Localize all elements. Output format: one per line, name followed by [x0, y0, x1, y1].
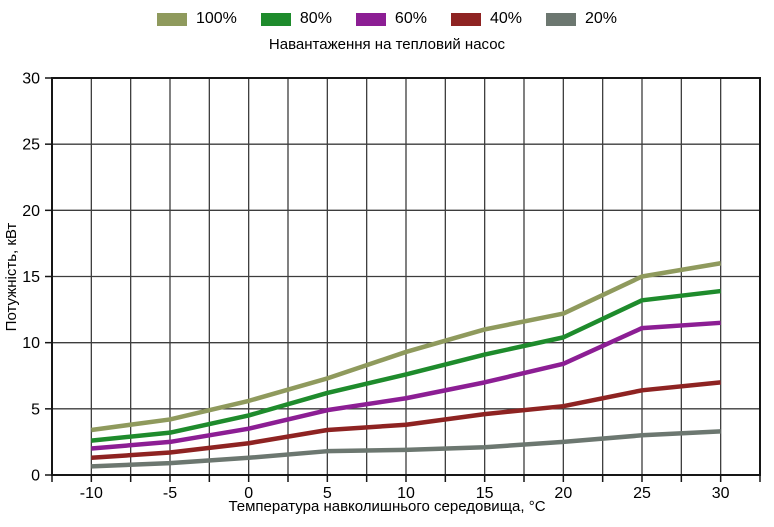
series-line-80pct: [91, 288, 721, 443]
x-axis-title: Температура навколишнього середовища, °C: [228, 498, 546, 515]
legend-label: 100%: [195, 10, 237, 27]
legend-swatch: [355, 12, 386, 26]
y-tick-label: 10: [22, 335, 40, 352]
legend-swatch: [156, 12, 187, 26]
legend-item-60pct: 60%: [355, 9, 427, 29]
y-tick-label: 20: [22, 203, 40, 220]
legend-label: 40%: [489, 10, 522, 27]
y-axis-title: Потужність, кВт: [3, 222, 20, 332]
x-tick-label: 5: [323, 485, 332, 502]
x-tick-label: -10: [80, 485, 103, 502]
series-line-100pct: [91, 261, 722, 433]
series-line-60pct: [91, 320, 721, 451]
plot-border: [51, 77, 761, 476]
legend-swatch: [450, 12, 481, 26]
y-tick-label: 15: [22, 269, 40, 286]
x-tick-label: 15: [476, 485, 494, 502]
legend-item-80pct: 80%: [260, 9, 332, 29]
legend-item-100pct: 100%: [156, 9, 237, 29]
legend-label: 60%: [394, 10, 427, 27]
legend-swatch: [545, 12, 576, 26]
legend-label: 80%: [299, 10, 332, 27]
x-tick-label: 30: [712, 485, 730, 502]
legend-label: 20%: [584, 10, 618, 27]
series-line-20pct: [91, 429, 721, 469]
x-tick-label: 20: [554, 485, 572, 502]
chart-title: Навантаження на тепловий насос: [268, 36, 506, 53]
chart-legend: 100% 80% 60% 40% 20%: [0, 9, 774, 29]
y-tick-label: 30: [22, 71, 40, 88]
legend-item-40pct: 40%: [450, 9, 522, 29]
y-tick-label: 5: [31, 401, 40, 418]
x-tick-label: -5: [163, 485, 177, 502]
x-tick-label: 10: [397, 485, 415, 502]
legend-swatch: [260, 12, 291, 26]
series-line-40pct: [91, 380, 721, 461]
legend-item-20pct: 20%: [545, 9, 618, 29]
x-tick-label: 25: [633, 485, 651, 502]
x-tick-label: 0: [244, 485, 253, 502]
y-tick-label: 0: [31, 468, 40, 485]
y-tick-label: 25: [22, 137, 40, 154]
